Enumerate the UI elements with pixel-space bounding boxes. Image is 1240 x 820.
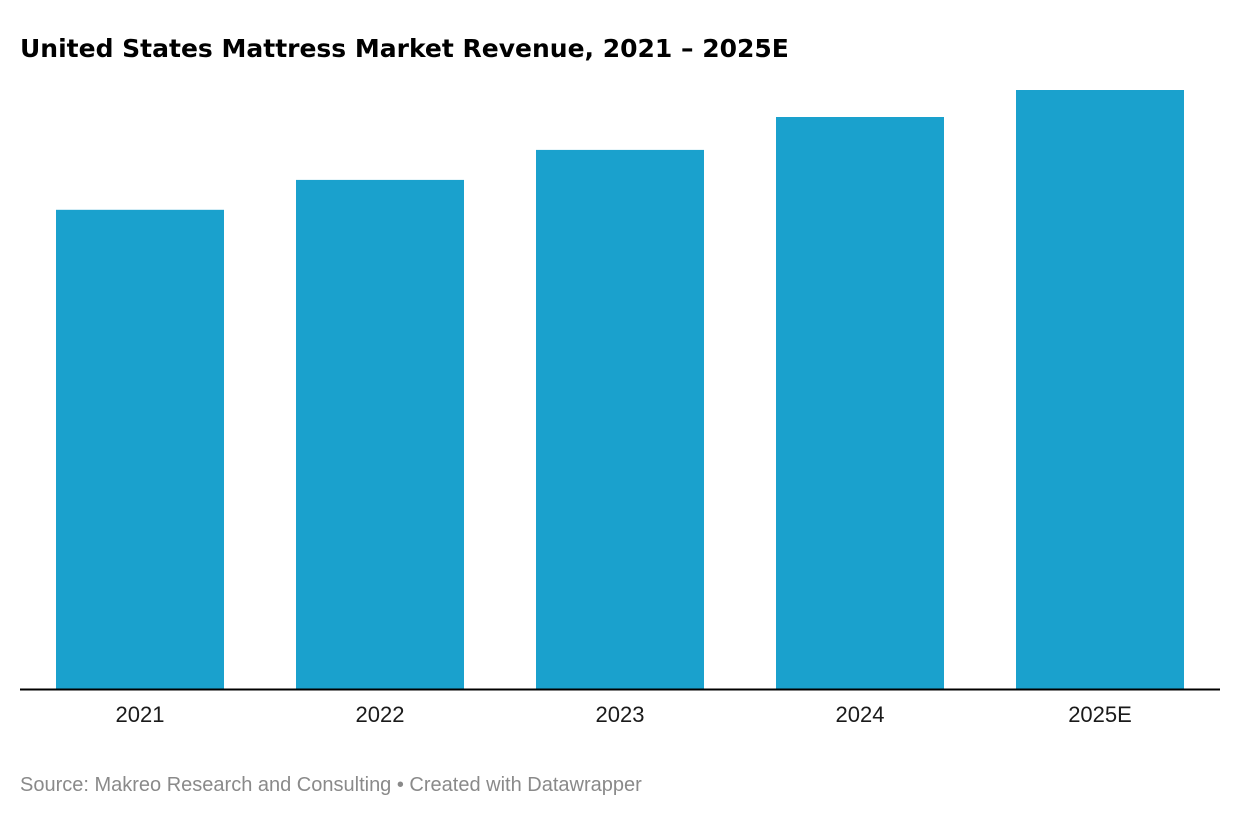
bar-2024 [776, 117, 944, 689]
bars-layer [56, 90, 1184, 690]
x-tick-label-2024: 2024 [836, 702, 885, 727]
x-tick-label-2025e: 2025E [1068, 702, 1132, 727]
x-tick-label-2023: 2023 [596, 702, 645, 727]
bar-2021 [56, 209, 224, 690]
bar-2025e [1016, 90, 1184, 689]
x-tick-label-2021: 2021 [116, 702, 165, 727]
bar-2022 [296, 179, 464, 689]
chart-title: United States Mattress Market Revenue, 2… [20, 34, 789, 63]
source-footer: Source: Makreo Research and Consulting •… [20, 774, 642, 796]
x-tick-label-2022: 2022 [356, 702, 405, 727]
bar-2023 [536, 149, 704, 689]
x-axis-ticks: 2021 2022 2023 2024 2025E [116, 702, 1132, 727]
